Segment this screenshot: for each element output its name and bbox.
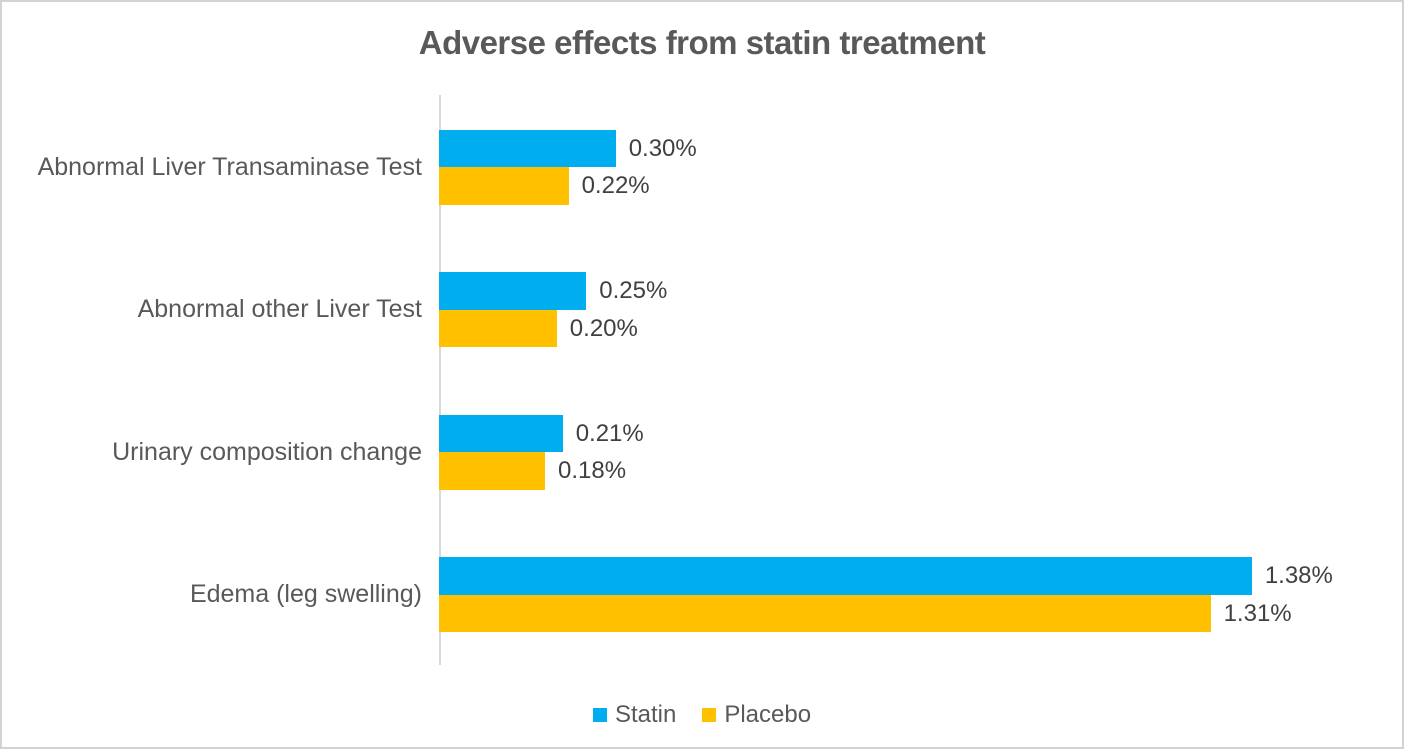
- data-label-placebo: 0.22%: [581, 172, 650, 199]
- category-label: Urinary composition change: [112, 437, 422, 466]
- legend-label-statin: Statin: [614, 701, 677, 728]
- bar-placebo: [439, 594, 1211, 632]
- bar-statin: [439, 129, 616, 167]
- bar-placebo: [439, 167, 569, 205]
- data-label-statin: 1.38%: [1264, 562, 1333, 589]
- data-label-statin: 0.30%: [628, 134, 697, 162]
- bar-placebo: [439, 452, 546, 490]
- legend-item-placebo: Placebo: [702, 701, 811, 729]
- legend-item-statin: Statin: [592, 701, 677, 729]
- bar-statin: [439, 414, 563, 452]
- data-label-placebo: 0.20%: [569, 314, 638, 342]
- legend: Statin Placebo: [2, 701, 1402, 729]
- chart-title: Adverse effects from statin treatment: [418, 24, 986, 61]
- statin-swatch-icon: [592, 708, 607, 722]
- category-label: Abnormal other Liver Test: [137, 295, 422, 323]
- category-label: Abnormal Liver Transaminase Test: [37, 152, 422, 181]
- category-label: Edema (leg swelling): [189, 580, 422, 608]
- bar-statin: [439, 272, 587, 310]
- data-label-statin: 0.21%: [575, 419, 644, 447]
- data-label-placebo: 1.31%: [1223, 599, 1292, 627]
- category-axis-line: [439, 95, 441, 665]
- data-label-placebo: 0.18%: [558, 457, 627, 484]
- legend-label-placebo: Placebo: [724, 701, 812, 728]
- placebo-swatch-icon: [702, 708, 717, 722]
- data-label-statin: 0.25%: [599, 277, 668, 304]
- bar-placebo: [439, 309, 557, 347]
- bar-statin: [439, 557, 1252, 595]
